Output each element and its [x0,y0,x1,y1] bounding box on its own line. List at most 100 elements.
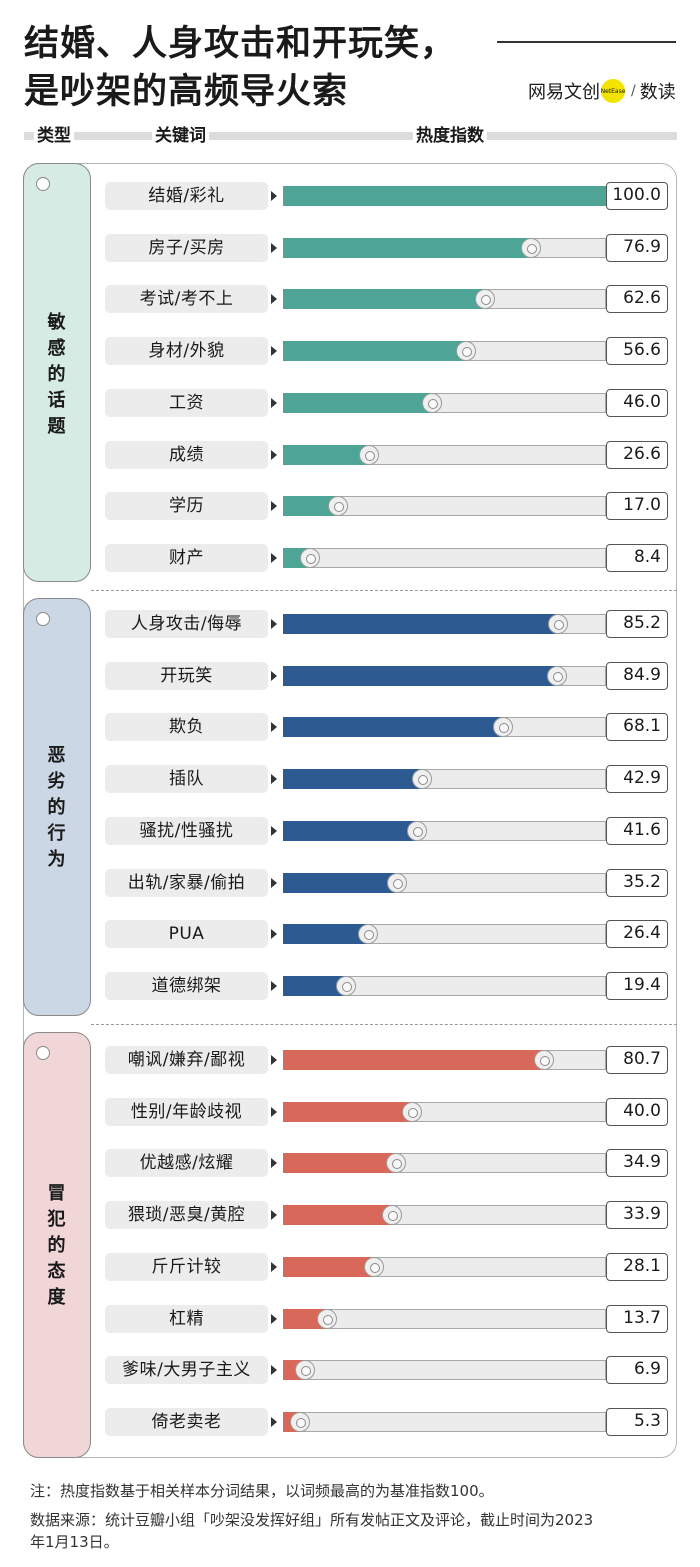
value-label: 13.7 [606,1304,668,1333]
group-divider [91,1024,677,1025]
bar-end-knob-icon [402,1101,423,1122]
logo-text-netease: 网易文创 [528,82,600,103]
value-label: 56.6 [606,337,668,366]
chart-row: 嘲讽/嫌弃/鄙视 80.7 [0,1043,700,1077]
value-label: 76.9 [606,233,668,262]
bar-end-knob-icon [335,975,356,996]
chart-row: 性别/年龄歧视 40.0 [0,1095,700,1129]
bar-fill [283,614,559,634]
keyword-label: 开玩笑 [105,661,268,690]
header-type: 类型 [34,124,74,148]
pointer-arrow-icon [271,1158,277,1169]
value-label: 5.3 [606,1407,668,1436]
bar-track [283,1411,606,1432]
chart-row: 身材/外貌 56.6 [0,334,700,368]
pointer-arrow-icon [271,397,277,408]
chart-row: 开玩笑 84.9 [0,659,700,693]
bar-fill [283,665,558,686]
logo-slash: / [631,83,636,99]
pointer-arrow-icon [271,1365,277,1376]
bar-fill [283,237,532,258]
bar-end-knob-icon [385,1153,406,1174]
bar-end-knob-icon [407,820,428,841]
bar-fill [283,872,397,893]
keyword-label: 财产 [105,543,268,572]
pointer-arrow-icon [271,825,277,836]
keyword-label: 人身攻击/侮辱 [105,610,268,638]
logo-dot-text: NetEase [600,87,626,95]
value-label: 26.4 [606,920,668,949]
chart-row: 财产 8.4 [0,541,700,575]
bar-fill [283,341,466,362]
chart-row: 欺负 68.1 [0,710,700,744]
chart-row: 优越感/炫耀 34.9 [0,1146,700,1180]
keyword-label: 性别/年龄歧视 [105,1097,268,1126]
bar-end-knob-icon [300,547,321,568]
pointer-arrow-icon [271,1261,277,1272]
bar-end-knob-icon [358,924,379,945]
bar-end-knob-icon [492,717,513,738]
bar-end-knob-icon [317,1308,338,1329]
value-label: 84.9 [606,661,668,690]
keyword-label: 插队 [105,765,268,794]
category-label: 冒犯的态度 [47,1183,66,1308]
value-label: 85.2 [606,610,668,638]
pointer-arrow-icon [271,191,277,201]
pointer-arrow-icon [271,877,277,888]
bar-end-knob-icon [327,496,348,517]
value-label: 41.6 [606,816,668,845]
bar-fill [283,496,338,517]
pointer-arrow-icon [271,294,277,305]
keyword-label: 嘲讽/嫌弃/鄙视 [105,1046,268,1074]
keyword-label: 成绩 [105,440,268,469]
title-rule [497,41,676,43]
chart-row: 倚老卖老 5.3 [0,1405,700,1439]
bar-end-knob-icon [521,237,542,258]
bar-fill [283,1205,393,1226]
chart-row: 骚扰/性骚扰 41.6 [0,814,700,848]
pointer-arrow-icon [271,774,277,785]
page-title: 结婚、人身攻击和开玩笑， 是吵架的高频导火索 [24,20,456,116]
bar-track [283,1360,606,1381]
chart-row: 房子/买房 76.9 [0,231,700,265]
bar-fill [283,924,369,945]
brand-logo: 网易文创 NetEase / 数读 [528,78,676,104]
chart-row: 插队 42.9 [0,762,700,796]
bar-fill [283,975,346,996]
pointer-arrow-icon [271,722,277,733]
keyword-label: PUA [105,920,268,949]
bar-end-knob-icon [548,614,569,634]
value-label: 35.2 [606,868,668,897]
title-line-2: 是吵架的高频导火索 [24,72,349,112]
value-label: 68.1 [606,713,668,742]
value-label: 100.0 [606,182,668,210]
value-label: 19.4 [606,971,668,1000]
header-index: 热度指数 [413,124,487,148]
value-label: 42.9 [606,765,668,794]
bar-fill [283,392,432,413]
category-label: 敏感的话题 [47,312,66,437]
tag-hole-icon [36,1046,50,1060]
keyword-label: 身材/外貌 [105,337,268,366]
bar-fill [283,1101,413,1122]
keyword-label: 倚老卖老 [105,1407,268,1436]
pointer-arrow-icon [271,619,277,629]
value-label: 34.9 [606,1149,668,1178]
keyword-label: 结婚/彩礼 [105,182,268,210]
keyword-label: 斤斤计较 [105,1252,268,1281]
footnote: 注：热度指数基于相关样本分词结果，以词频最高的为基准指数100。 [30,1482,494,1500]
value-label: 28.1 [606,1252,668,1281]
source-line-1: 数据来源：统计豆瓣小组「吵架没发挥好组」所有发帖正文及评论，截止时间为2023 [30,1511,594,1529]
bar-fill [283,1308,328,1329]
bar-end-knob-icon [382,1205,403,1226]
chart-row: 学历 17.0 [0,489,700,523]
value-label: 80.7 [606,1046,668,1074]
bar-end-knob-icon [363,1256,384,1277]
keyword-label: 工资 [105,388,268,417]
chart-row: 成绩 26.6 [0,438,700,472]
keyword-label: 猥琐/恶臭/黄腔 [105,1201,268,1230]
bar-fill [283,1256,374,1277]
chart-row: 出轨/家暴/偷拍 35.2 [0,866,700,900]
pointer-arrow-icon [271,1313,277,1324]
chart-row: 杠精 13.7 [0,1302,700,1336]
